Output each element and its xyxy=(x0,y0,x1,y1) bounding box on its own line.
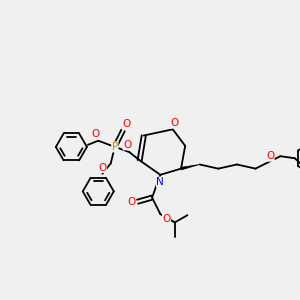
Text: O: O xyxy=(171,118,179,128)
Text: O: O xyxy=(266,151,274,161)
Text: O: O xyxy=(122,119,130,129)
Polygon shape xyxy=(181,164,200,170)
Text: O: O xyxy=(98,163,106,172)
Text: O: O xyxy=(127,197,136,207)
Text: O: O xyxy=(162,214,171,224)
Text: O: O xyxy=(91,130,99,140)
Text: O: O xyxy=(123,140,131,150)
Text: P: P xyxy=(112,142,118,152)
Text: N: N xyxy=(157,177,164,187)
